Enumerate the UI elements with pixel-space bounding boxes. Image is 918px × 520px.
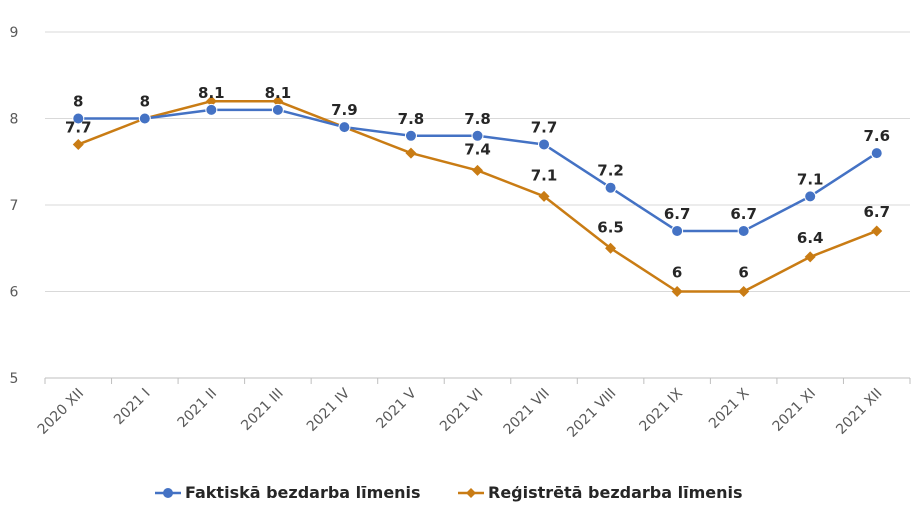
data-point [804,251,816,263]
x-tick-label: 2021 IX [637,385,687,435]
data-point [138,112,151,125]
x-tick-label: 2021 VIII [564,386,619,441]
legend-marker [466,488,476,498]
data-label: 7.4 [464,140,491,158]
x-tick-label: 2021 I [111,386,154,429]
y-axis: 5 6 7 8 9 [10,25,19,387]
y-tick-label: 8 [10,112,19,128]
data-point [604,181,617,194]
y-tick-label: 6 [10,285,19,301]
data-label: 7.8 [398,110,425,128]
y-tick-label: 5 [10,371,19,387]
data-point [605,242,617,254]
data-label: 8.1 [198,84,225,102]
data-label: 6 [738,264,748,282]
y-tick-label: 7 [10,198,19,214]
data-point [870,147,883,160]
data-label: 8.1 [265,84,292,102]
data-label: 7.9 [331,101,358,119]
x-tick-label: 2021 XI [770,386,819,435]
data-label: 8 [73,93,83,111]
data-label: 6.4 [797,229,824,247]
data-point [471,129,484,142]
data-label: 6.7 [863,203,890,221]
data-point [271,103,284,116]
data-point [737,224,750,237]
x-tick-label: 2021 III [238,386,286,434]
data-point [538,190,550,202]
x-tick-label: 2021 VII [501,386,553,438]
data-point [538,138,551,151]
data-label: 7.6 [863,127,890,145]
data-labels: 8 8 8.1 8.1 7.9 7.8 7.8 7.7 7.2 6.7 6.7 7.1 7.6 7.7 7.… [65,84,890,282]
data-label: 7.7 [531,118,558,136]
data-label: 8 [140,93,150,111]
data-point [205,95,217,107]
data-point [671,286,683,297]
data-point [404,129,417,142]
data-point [671,224,684,237]
legend-label: Faktiskā bezdarba līmenis [185,483,421,502]
legend-label: Reģistrētā bezdarba līmenis [488,483,743,502]
x-tick-label: 2020 XII [35,386,87,438]
x-tick-label: 2021 XII [833,386,885,438]
series-layer [72,95,883,297]
data-label: 7.7 [65,118,92,136]
data-point [738,286,750,297]
gridlines [45,31,910,292]
data-point [804,190,817,203]
data-point [871,225,883,237]
x-tick-label: 2021 II [175,386,220,431]
data-label: 7.1 [797,170,824,188]
data-label: 7.8 [464,110,491,128]
data-label: 6.5 [597,218,624,236]
data-point [405,147,417,159]
data-point [338,121,351,134]
data-label: 6.7 [664,205,691,223]
series-line-2 [77,99,878,293]
data-label: 6.7 [730,205,757,223]
data-label: 6 [672,264,682,282]
data-point [272,95,284,107]
y-tick-label: 9 [10,25,19,41]
data-point [472,164,483,176]
data-point [72,138,84,150]
legend-marker [163,488,173,498]
data-label: 7.2 [597,162,624,180]
data-point [72,112,85,125]
data-label: 7.1 [531,166,558,184]
x-axis: 2020 XII 2021 I 2021 II 2021 III 2021 IV 2021… [35,377,911,441]
x-tick-label: 2021 X [706,385,753,432]
legend: Faktiskā bezdarba līmenis Reģistrētā bezd… [155,483,743,502]
data-point [205,103,218,116]
x-tick-label: 2021 V [373,385,420,432]
x-tick-label: 2021 VI [437,386,486,435]
x-tick-label: 2021 IV [304,385,354,435]
